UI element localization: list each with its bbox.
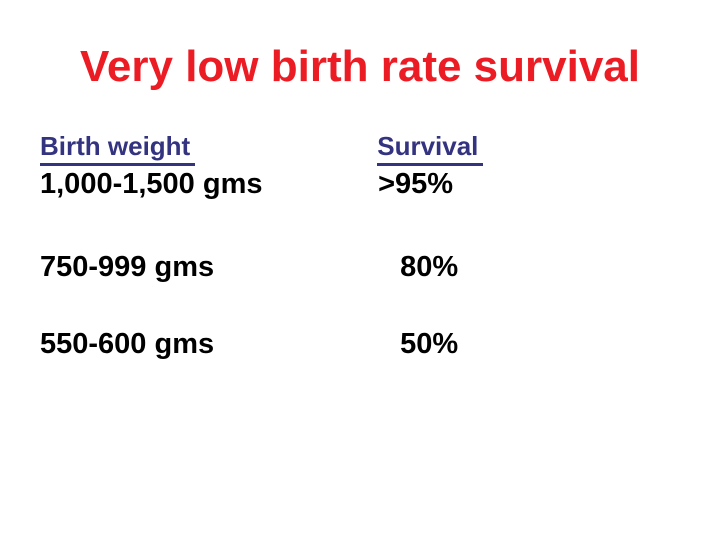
table-row: 1,000-1,500 gms >95%	[40, 168, 720, 201]
column-header-survival: Survival	[377, 131, 484, 166]
birth-weight-value: 550-600 gms	[40, 328, 215, 360]
birth-weight-value: 1,000-1,500 gms	[40, 168, 263, 200]
column-header-birth-weight: Birth weight	[40, 131, 370, 166]
birth-weight-value: 750-999 gms	[40, 251, 215, 283]
table-header-row: Birth weight Survival	[40, 131, 720, 166]
table-row: 750-999 gms 80%	[40, 251, 720, 284]
table-row: 550-600 gms 50%	[40, 328, 720, 361]
slide-title: Very low birth rate survival	[79, 42, 640, 91]
survival-value: 50%	[400, 328, 459, 360]
survival-header-label: Survival	[377, 131, 484, 166]
survival-value: >95%	[378, 168, 454, 200]
birth-weight-header-label: Birth weight	[40, 131, 196, 166]
survival-value: 80%	[400, 251, 459, 283]
